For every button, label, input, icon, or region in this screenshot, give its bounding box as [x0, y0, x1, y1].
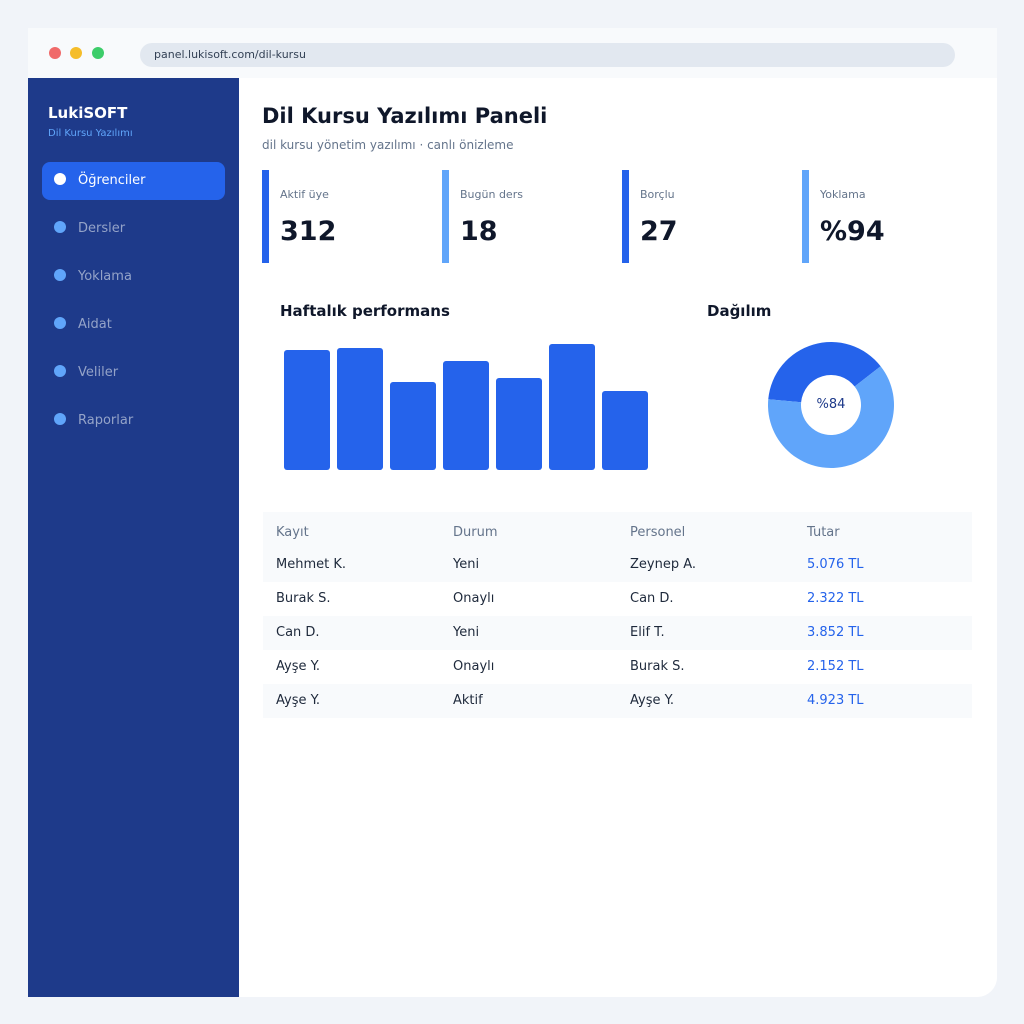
table-cell: Can D.: [276, 625, 320, 640]
page-title: Dil Kursu Yazılımı Paneli: [262, 104, 548, 128]
stat-accent-bar: [442, 170, 449, 263]
app-window: panel.lukisoft.com/dil-kursu LukiSOFT Di…: [28, 28, 997, 997]
bullet-icon: [54, 413, 66, 425]
sidebar-item-ogrenciler[interactable]: Öğrenciler: [42, 162, 225, 200]
maximize-window-button[interactable]: [92, 47, 104, 59]
sidebar-item-yoklama[interactable]: Yoklama: [42, 258, 225, 296]
performance-bar: [496, 378, 542, 470]
sidebar-item-raporlar[interactable]: Raporlar: [42, 402, 225, 440]
donut-slice: [768, 342, 881, 403]
table-cell: Ayşe Y.: [630, 693, 675, 708]
performance-bar-chart: [284, 340, 654, 470]
sidebar-item-label: Raporlar: [78, 413, 134, 428]
table-cell-amount: 5.076 TL: [807, 557, 864, 572]
table-cell-amount: 2.322 TL: [807, 591, 864, 606]
performance-bar: [284, 350, 330, 470]
stat-card-yoklama: Yoklama %94: [802, 170, 972, 263]
main-content: Dil Kursu Yazılımı Paneli dil kursu yöne…: [239, 78, 997, 997]
performance-title: Haftalık performans: [280, 302, 450, 320]
sidebar-item-label: Veliler: [78, 365, 119, 380]
table-cell: Elif T.: [630, 625, 665, 640]
table-header-row: Kayıt Durum Personel Tutar: [263, 512, 972, 548]
stat-accent-bar: [622, 170, 629, 263]
stat-card-aktif-uye: Aktif üye 312: [262, 170, 432, 263]
column-header[interactable]: Durum: [453, 525, 498, 540]
performance-bar: [337, 348, 383, 470]
donut-center-label: %84: [816, 397, 846, 412]
table-cell: Burak S.: [276, 591, 331, 606]
table-cell: Aktif: [453, 693, 483, 708]
stat-label: Borçlu: [640, 188, 675, 201]
brand-logo: LukiSOFT: [48, 104, 128, 122]
table-cell: Mehmet K.: [276, 557, 347, 572]
column-header[interactable]: Kayıt: [276, 525, 309, 540]
minimize-window-button[interactable]: [70, 47, 82, 59]
bullet-icon: [54, 269, 66, 281]
table-cell: Onaylı: [453, 659, 495, 674]
table-cell: Can D.: [630, 591, 674, 606]
bullet-icon: [54, 317, 66, 329]
sidebar-item-label: Dersler: [78, 221, 126, 236]
sidebar-item-label: Aidat: [78, 317, 112, 332]
close-window-button[interactable]: [49, 47, 61, 59]
sidebar-item-dersler[interactable]: Dersler: [42, 210, 225, 248]
table-row[interactable]: Mehmet K. Yeni Zeynep A. 5.076 TL: [263, 548, 972, 582]
performance-bar: [443, 361, 489, 470]
distribution-donut-chart: %84: [766, 340, 896, 470]
table-cell-amount: 4.923 TL: [807, 693, 864, 708]
bullet-icon: [54, 221, 66, 233]
distribution-title: Dağılım: [707, 302, 772, 320]
stat-label: Bugün ders: [460, 188, 523, 201]
table-row[interactable]: Ayşe Y. Onaylı Burak S. 2.152 TL: [263, 650, 972, 684]
performance-bar: [602, 391, 648, 470]
column-header[interactable]: Personel: [630, 525, 686, 540]
table-cell: Zeynep A.: [630, 557, 697, 572]
table-cell: Ayşe Y.: [276, 659, 321, 674]
stat-value: 18: [460, 216, 498, 247]
stat-accent-bar: [802, 170, 809, 263]
table-row[interactable]: Burak S. Onaylı Can D. 2.322 TL: [263, 582, 972, 616]
stat-label: Yoklama: [820, 188, 866, 201]
stat-card-borclu: Borçlu 27: [622, 170, 792, 263]
sidebar-item-veliler[interactable]: Veliler: [42, 354, 225, 392]
table-cell: Burak S.: [630, 659, 685, 674]
browser-titlebar: panel.lukisoft.com/dil-kursu: [28, 28, 997, 78]
table-cell: Onaylı: [453, 591, 495, 606]
performance-bar: [390, 382, 436, 470]
stat-card-bugun-ders: Bugün ders 18: [442, 170, 612, 263]
table-cell: Yeni: [453, 625, 480, 640]
donut-slice: [768, 366, 894, 468]
table-cell: Yeni: [453, 557, 480, 572]
stat-value: 312: [280, 216, 337, 247]
table-cell: Ayşe Y.: [276, 693, 321, 708]
bullet-icon: [54, 173, 66, 185]
sidebar-item-label: Öğrenciler: [78, 173, 146, 188]
records-table: Kayıt Durum Personel Tutar Mehmet K. Yen…: [263, 512, 972, 718]
sidebar-item-aidat[interactable]: Aidat: [42, 306, 225, 344]
address-bar[interactable]: panel.lukisoft.com/dil-kursu: [140, 43, 955, 67]
table-row[interactable]: Ayşe Y. Aktif Ayşe Y. 4.923 TL: [263, 684, 972, 718]
table-cell-amount: 2.152 TL: [807, 659, 864, 674]
page-subtitle: dil kursu yönetim yazılımı · canlı önizl…: [262, 138, 514, 152]
brand-subtitle: Dil Kursu Yazılımı: [48, 128, 133, 139]
stat-accent-bar: [262, 170, 269, 263]
bullet-icon: [54, 365, 66, 377]
sidebar-item-label: Yoklama: [78, 269, 132, 284]
column-header[interactable]: Tutar: [807, 525, 840, 540]
stat-value: 27: [640, 216, 678, 247]
stat-label: Aktif üye: [280, 188, 329, 201]
performance-bar: [549, 344, 595, 470]
table-cell-amount: 3.852 TL: [807, 625, 864, 640]
sidebar: LukiSOFT Dil Kursu Yazılımı Öğrenciler D…: [28, 78, 239, 997]
table-row[interactable]: Can D. Yeni Elif T. 3.852 TL: [263, 616, 972, 650]
stat-value: %94: [820, 216, 885, 247]
